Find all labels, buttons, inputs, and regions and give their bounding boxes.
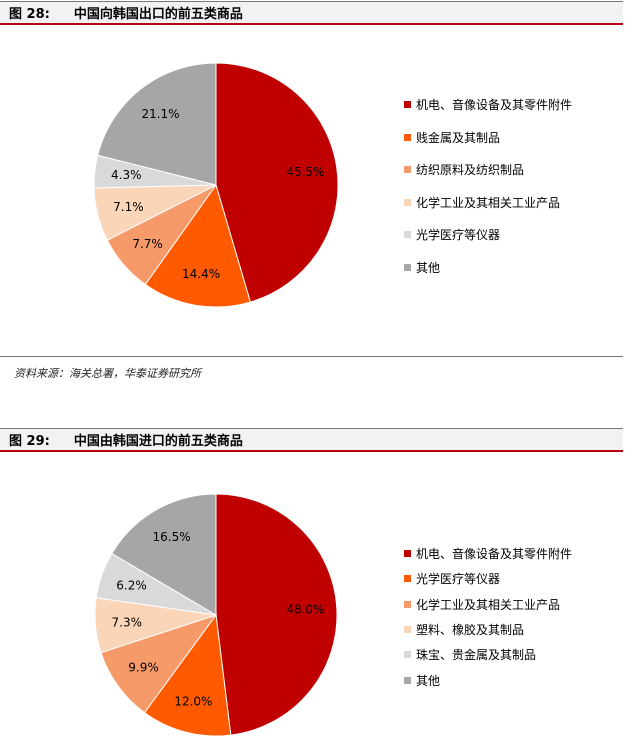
legend-label: 其他 (416, 673, 441, 688)
slice-value-label: 16.5% (153, 530, 191, 544)
legend-item: 机电、音像设备及其零件附件 (404, 545, 572, 562)
figure-28-title-bar: 图 28: 中国向韩国出口的前五类商品 (0, 1, 623, 25)
pie-slice (215, 493, 338, 736)
slice-value-label: 7.7% (132, 237, 163, 251)
legend-swatch (404, 676, 411, 684)
legend-item: 塑料、橡胶及其制品 (404, 621, 524, 638)
legend-swatch (404, 550, 411, 557)
figure-28-label: 图 28: (9, 7, 50, 22)
legend-label: 光学医疗等仪器 (416, 228, 501, 242)
legend-label: 珠宝、贵金属及其制品 (416, 648, 537, 663)
pie-chart-exports: 45.5% 14.4% 7.7% 7.1% 4.3% 21.1% (93, 62, 339, 308)
source-note: 资料来源：海关总署，华泰证券研究所 (14, 367, 201, 380)
pie-chart-imports: 48.0% 12.0% 9.9% 7.3% 6.2% 16.5% (94, 493, 338, 737)
legend-swatch (404, 166, 411, 173)
legend-item: 化学工业及其相关工业产品 (404, 596, 560, 613)
legend-swatch (404, 101, 411, 108)
legend-label: 贱金属及其制品 (416, 130, 501, 145)
legend-label: 机电、音像设备及其零件附件 (416, 547, 573, 561)
pie-slice (215, 62, 339, 303)
legend-item: 其他 (404, 259, 440, 276)
legend-swatch (404, 651, 411, 659)
pie-slice (144, 183, 251, 308)
legend-label: 化学工业及其相关工业产品 (416, 195, 561, 210)
legend-label: 纺织原料及纺织制品 (416, 163, 525, 177)
slice-value-label: 48.0% (286, 603, 324, 617)
figure-28-title: 中国向韩国出口的前五类商品 (73, 7, 243, 22)
figure-29-title: 中国由韩国进口的前五类商品 (73, 434, 243, 449)
legend-label: 其他 (416, 260, 441, 275)
slice-value-label: 21.1% (141, 107, 179, 121)
slice-value-label: 7.3% (112, 616, 143, 630)
legend-label: 机电、音像设备及其零件附件 (416, 98, 573, 112)
legend-swatch (404, 231, 411, 238)
legend-item: 光学医疗等仪器 (404, 570, 500, 587)
slice-value-label: 6.2% (116, 578, 147, 592)
pie-slice (100, 614, 218, 714)
source-divider (0, 356, 623, 357)
legend-item: 光学医疗等仪器 (404, 226, 500, 243)
pie-slice (111, 493, 217, 616)
slice-value-label: 4.3% (111, 168, 142, 182)
slice-value-label: 9.9% (128, 661, 159, 675)
figure-29-title-bar: 图 29: 中国由韩国进口的前五类商品 (0, 428, 623, 452)
slice-value-label: 12.0% (174, 695, 212, 709)
legend-swatch (404, 263, 411, 271)
legend-item: 其他 (404, 672, 440, 689)
pie-slice (97, 62, 217, 186)
slice-value-label: 45.5% (286, 165, 324, 179)
legend-label: 塑料、橡胶及其制品 (416, 622, 525, 637)
legend-swatch (404, 600, 411, 608)
slice-value-label: 7.1% (113, 200, 144, 214)
legend-item: 贱金属及其制品 (404, 129, 500, 146)
legend-item: 机电、音像设备及其零件附件 (404, 96, 572, 113)
legend-item: 纺织原料及纺织制品 (404, 161, 524, 178)
legend-swatch (404, 625, 411, 633)
legend-swatch (404, 133, 411, 141)
legend-item: 化学工业及其相关工业产品 (404, 194, 560, 211)
legend-swatch (404, 575, 411, 583)
legend-swatch (404, 198, 411, 206)
legend-item: 珠宝、贵金属及其制品 (404, 646, 536, 663)
pie-slice (143, 613, 232, 737)
legend-label: 光学医疗等仪器 (416, 572, 501, 587)
legend-label: 化学工业及其相关工业产品 (416, 597, 561, 612)
slice-value-label: 14.4% (182, 267, 220, 281)
figure-29-label: 图 29: (9, 434, 50, 449)
